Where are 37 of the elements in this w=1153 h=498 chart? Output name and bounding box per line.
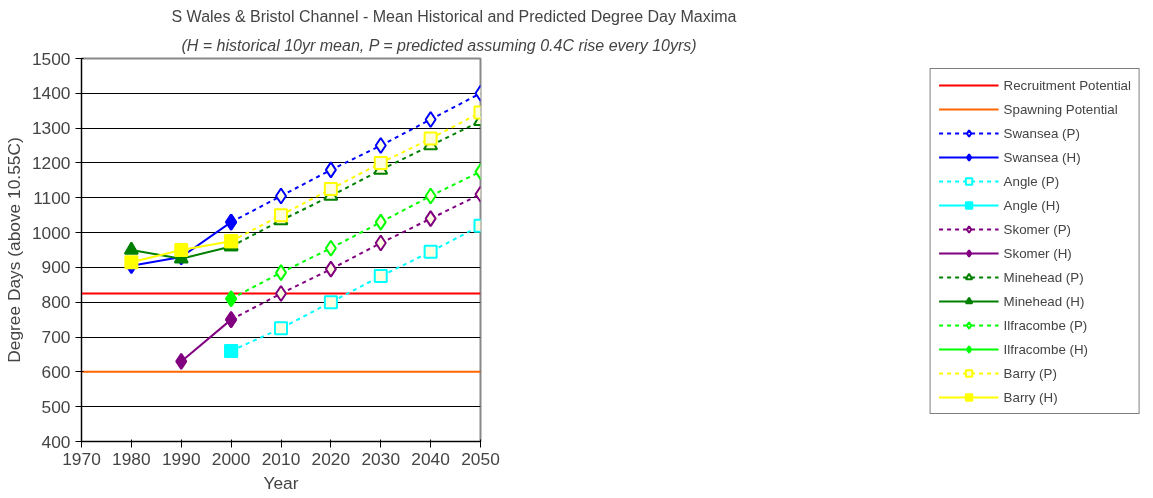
legend-label: Swansea (P) xyxy=(1003,125,1080,141)
y-tick-label: 1200 xyxy=(31,152,71,173)
x-axis-title: Year xyxy=(263,472,299,493)
legend-label: Ilfracombe (P) xyxy=(1003,317,1088,333)
y-tick-label: 500 xyxy=(41,396,71,417)
legend-label: Minehead (H) xyxy=(1003,293,1085,309)
legend-label: Angle (H) xyxy=(1003,197,1060,213)
y-tick-label: 1400 xyxy=(31,83,71,104)
y-tick-label: 1300 xyxy=(31,118,71,139)
y-tick-label: 900 xyxy=(41,257,71,278)
x-tick-label: 2040 xyxy=(411,448,450,469)
legend-label: Skomer (P) xyxy=(1003,221,1071,237)
legend-label: Minehead (P) xyxy=(1003,269,1084,285)
chart-title: S Wales & Bristol Channel - Mean Historical and Predicted Degree Day Maxima xyxy=(171,7,737,25)
legend-label: Ilfracombe (H) xyxy=(1003,341,1089,357)
legend-label: Swansea (H) xyxy=(1003,149,1081,165)
y-tick-label: 1100 xyxy=(33,187,71,208)
x-tick-label: 2020 xyxy=(311,448,351,469)
x-tick-label: 2050 xyxy=(461,448,500,469)
y-tick-label: 1000 xyxy=(31,222,71,243)
x-tick-label: 1990 xyxy=(161,448,201,469)
y-tick-label: 700 xyxy=(41,327,71,348)
legend-label: Angle (P) xyxy=(1003,173,1060,189)
y-tick-label: 1500 xyxy=(31,48,71,69)
x-tick-label: 2000 xyxy=(211,448,251,469)
legend-label: Spawning Potential xyxy=(1003,101,1118,117)
y-tick-label: 800 xyxy=(41,292,71,313)
y-tick-label: 600 xyxy=(41,361,71,382)
legend-label: Barry (P) xyxy=(1003,365,1057,381)
x-tick-label: 2030 xyxy=(361,448,401,469)
x-tick-label: 2010 xyxy=(261,448,301,469)
y-axis-title: Degree Days (above 10.55C) xyxy=(3,137,24,363)
x-tick-label: 1980 xyxy=(112,448,151,469)
legend-label: Skomer (H) xyxy=(1003,245,1072,261)
legend-label: Barry (H) xyxy=(1003,389,1058,405)
chart-subtitle: (H = historical 10yr mean, P = predicted assuming 0.4C rise every 10yrs) xyxy=(181,36,697,54)
legend-label: Recruitment Potential xyxy=(1003,77,1131,93)
